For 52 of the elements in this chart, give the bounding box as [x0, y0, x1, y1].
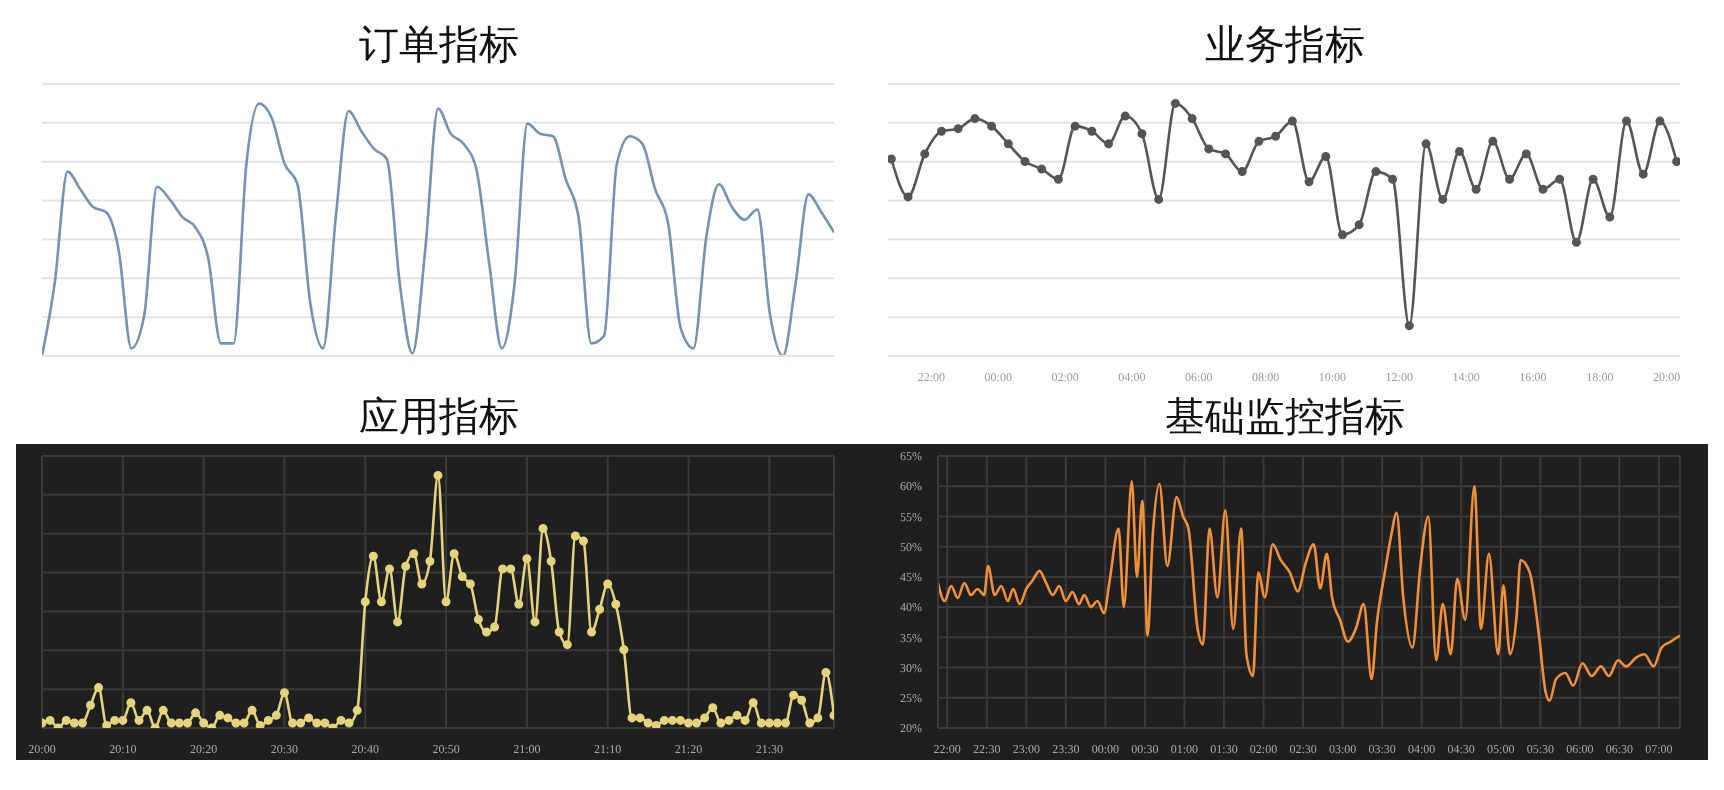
chart-title: 业务指标: [1203, 18, 1367, 72]
point: [1037, 164, 1047, 174]
point: [1070, 121, 1080, 131]
point: [1170, 98, 1180, 108]
point: [1221, 149, 1231, 159]
point: [1438, 194, 1448, 204]
point: [1622, 116, 1632, 126]
point: [1254, 136, 1264, 146]
point: [1404, 321, 1414, 331]
point: [1237, 167, 1247, 177]
chart-title: 基础监控指标: [1163, 390, 1407, 444]
point: [1187, 114, 1197, 124]
point: [1538, 184, 1548, 194]
point: [1655, 116, 1665, 126]
point: [1588, 174, 1598, 184]
point: [1137, 129, 1147, 139]
point: [1371, 167, 1381, 177]
point: [1120, 111, 1130, 121]
point: [1020, 157, 1030, 167]
point: [1388, 174, 1398, 184]
point: [1471, 184, 1481, 194]
point: [1154, 194, 1164, 204]
point: [1672, 157, 1680, 167]
point: [987, 121, 997, 131]
point: [1271, 131, 1281, 141]
point: [1104, 139, 1114, 149]
point: [1421, 139, 1431, 149]
point: [1053, 174, 1063, 184]
point: [903, 192, 913, 202]
point: [1571, 237, 1581, 247]
point: [1003, 139, 1013, 149]
chart-title: 订单指标: [357, 18, 521, 72]
point: [970, 114, 980, 124]
point: [953, 124, 963, 134]
point: [1087, 126, 1097, 136]
point: [1555, 174, 1565, 184]
chart-title: 应用指标: [357, 390, 521, 444]
point: [920, 149, 930, 159]
point: [1337, 230, 1347, 240]
point: [1638, 169, 1648, 179]
point: [1605, 212, 1615, 222]
point: [1321, 151, 1331, 161]
point: [1287, 116, 1297, 126]
point: [936, 126, 946, 136]
point: [1204, 144, 1214, 154]
point: [1521, 149, 1531, 159]
point: [1354, 220, 1364, 230]
point: [1454, 146, 1464, 156]
point: [1304, 177, 1314, 187]
point: [1505, 174, 1515, 184]
point: [888, 154, 896, 164]
point: [1488, 136, 1498, 146]
